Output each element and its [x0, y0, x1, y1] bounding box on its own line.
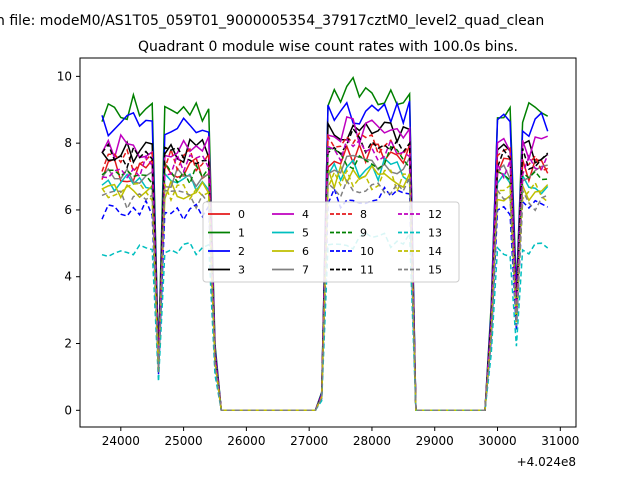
series-line-12	[101, 138, 549, 412]
x-offset-label: +4.024e8	[517, 455, 576, 469]
x-tick-label: 29000	[416, 434, 454, 448]
legend-label-3: 3	[238, 264, 245, 277]
y-axis: 0 2 4 6 8 10	[57, 69, 80, 417]
y-tick-label: 6	[64, 203, 72, 217]
x-axis: 24000 25000 26000 27000 28000 29000 30000 31000	[102, 427, 579, 448]
y-tick-label: 8	[64, 136, 72, 150]
suptitle: n file: modeM0/AS1T05_059T01_9000005354_…	[0, 13, 544, 29]
series-line-9	[101, 145, 548, 412]
x-tick-label: 31000	[541, 434, 579, 448]
x-tick-label: 24000	[102, 434, 140, 448]
legend-label-8: 8	[360, 208, 367, 221]
series-line-0	[101, 142, 549, 412]
series-line-8	[101, 132, 548, 412]
y-tick-label: 4	[64, 270, 72, 284]
plot-area	[101, 75, 549, 412]
legend-label-14: 14	[428, 245, 442, 258]
legend-label-5: 5	[302, 227, 309, 240]
legend-label-1: 1	[238, 227, 245, 240]
series-line-15	[101, 177, 549, 412]
series-line-6	[101, 163, 549, 412]
series-line-11	[101, 127, 549, 412]
x-tick-label: 27000	[290, 434, 328, 448]
series-line-10	[101, 186, 549, 412]
legend-label-4: 4	[302, 208, 309, 221]
legend-label-9: 9	[360, 227, 367, 240]
legend-label-6: 6	[302, 245, 309, 258]
y-tick-label: 10	[57, 69, 72, 83]
series-line-3	[101, 120, 549, 412]
legend-label-15: 15	[428, 264, 442, 277]
x-tick-label: 28000	[353, 434, 391, 448]
x-tick-label: 26000	[227, 434, 265, 448]
series-line-7	[101, 154, 548, 412]
legend-label-13: 13	[428, 227, 442, 240]
chart-title: Quadrant 0 module wise count rates with …	[138, 39, 518, 55]
legend-label-7: 7	[302, 264, 309, 277]
legend-label-0: 0	[238, 208, 245, 221]
x-tick-label: 25000	[165, 434, 203, 448]
plot-frame	[79, 57, 577, 428]
x-tick-label: 30000	[478, 434, 516, 448]
y-tick-label: 0	[64, 403, 72, 417]
legend-label-12: 12	[428, 208, 442, 221]
series-line-4	[101, 115, 548, 412]
y-tick-label: 2	[64, 337, 72, 351]
legend-label-10: 10	[360, 245, 374, 258]
series-line-2	[101, 100, 549, 412]
series-line-14	[101, 168, 549, 412]
legend-label-2: 2	[238, 245, 245, 258]
legend-label-11: 11	[360, 264, 374, 277]
legend-box	[202, 201, 460, 283]
